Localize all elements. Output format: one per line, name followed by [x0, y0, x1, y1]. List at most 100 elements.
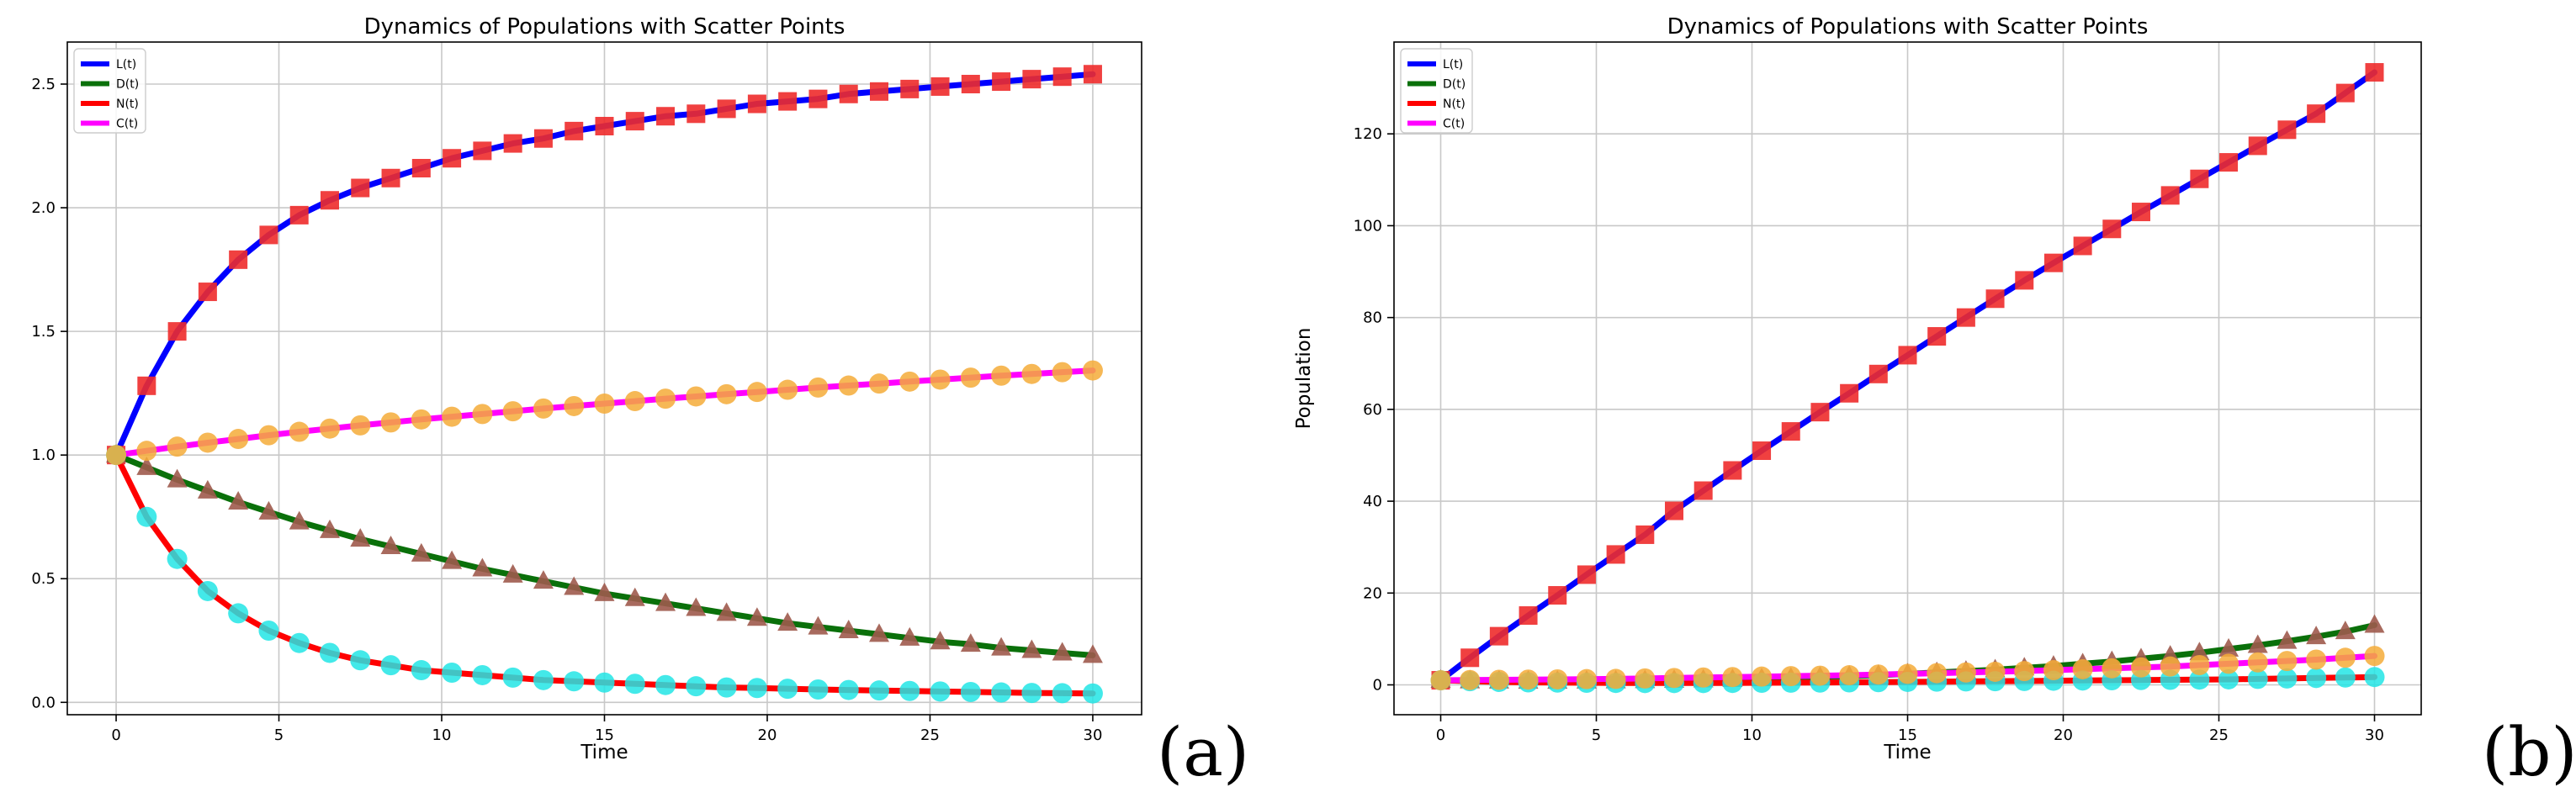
- marker-square: [473, 141, 492, 161]
- marker-square: [1723, 461, 1742, 480]
- marker-circle: [1693, 667, 1714, 688]
- marker-circle: [136, 506, 157, 527]
- marker-circle: [533, 398, 554, 419]
- marker-square: [381, 168, 400, 188]
- marker-circle: [624, 391, 645, 412]
- marker-square: [443, 149, 462, 168]
- legend-label: D(t): [1443, 78, 1466, 92]
- marker-circle: [899, 371, 920, 392]
- marker-square: [229, 250, 248, 269]
- marker-circle: [380, 412, 401, 433]
- marker-square: [1519, 606, 1538, 626]
- marker-circle: [1518, 669, 1539, 690]
- marker-circle: [472, 664, 493, 685]
- marker-square: [1810, 403, 1830, 422]
- x-tick-label: 15: [1898, 726, 1917, 744]
- marker-circle: [1722, 667, 1743, 688]
- marker-square: [1052, 67, 1072, 87]
- marker-square: [198, 283, 217, 302]
- marker-circle: [1955, 662, 1976, 683]
- marker-triangle: [258, 500, 279, 520]
- marker-square: [1927, 327, 1947, 346]
- marker-circle: [1839, 665, 1860, 686]
- legend-label: L(t): [1443, 58, 1463, 71]
- marker-triangle: [136, 456, 157, 475]
- marker-triangle: [686, 597, 707, 616]
- x-tick-label: 5: [1592, 726, 1601, 744]
- y-tick-label: 100: [1354, 217, 1382, 235]
- marker-triangle: [167, 468, 188, 488]
- marker-circle: [960, 681, 981, 702]
- marker-square: [1898, 346, 1917, 365]
- x-axis-label: Time: [1883, 742, 1931, 763]
- marker-circle: [319, 642, 340, 663]
- marker-triangle: [838, 620, 859, 638]
- marker-square: [2219, 153, 2239, 172]
- legend: L(t) D(t) N(t) C(t): [73, 48, 146, 134]
- marker-triangle: [1052, 642, 1073, 661]
- marker-square: [411, 159, 431, 177]
- marker-triangle: [960, 633, 981, 652]
- marker-square: [1752, 441, 1772, 461]
- y-tick-label: 40: [1363, 493, 1382, 510]
- marker-triangle: [442, 550, 463, 569]
- y-tick-label: 0.0: [31, 694, 56, 711]
- marker-triangle: [380, 536, 401, 554]
- marker-circle: [228, 603, 249, 624]
- marker-circle: [746, 678, 767, 699]
- marker-square: [1577, 565, 1596, 584]
- marker-circle: [2306, 649, 2327, 670]
- marker-circle: [624, 674, 645, 695]
- marker-circle: [716, 677, 737, 698]
- marker-square: [930, 77, 950, 96]
- marker-circle: [2218, 668, 2239, 689]
- marker-circle: [2247, 668, 2268, 689]
- marker-square: [503, 134, 522, 153]
- marker-triangle: [624, 587, 645, 606]
- marker-square: [1489, 626, 1508, 646]
- marker-triangle: [2218, 637, 2239, 657]
- marker-square: [2102, 219, 2122, 239]
- marker-circle: [1897, 663, 1918, 684]
- marker-square: [1635, 525, 1655, 544]
- marker-circle: [716, 383, 737, 404]
- marker-square: [533, 129, 553, 148]
- marker-triangle: [899, 626, 920, 646]
- legend-label: C(t): [1443, 118, 1465, 131]
- panel-label: (a): [1157, 713, 1249, 791]
- marker-circle: [1082, 683, 1103, 704]
- marker-circle: [930, 369, 951, 390]
- marker-circle: [564, 395, 585, 416]
- marker-triangle: [350, 528, 371, 547]
- marker-square: [564, 121, 584, 140]
- marker-circle: [1576, 668, 1597, 689]
- marker-square: [259, 225, 278, 245]
- marker-circle: [1868, 664, 1889, 685]
- marker-circle: [442, 663, 463, 683]
- marker-circle: [167, 436, 188, 457]
- marker-circle: [2247, 652, 2268, 673]
- x-tick-label: 30: [2365, 726, 2384, 744]
- marker-circle: [808, 679, 829, 700]
- marker-triangle: [808, 615, 829, 635]
- marker-square: [2043, 253, 2063, 272]
- marker-square: [351, 178, 370, 198]
- x-tick-label: 20: [2054, 726, 2073, 744]
- legend-label: L(t): [116, 58, 136, 71]
- marker-square: [137, 376, 156, 395]
- marker-circle: [838, 679, 859, 700]
- marker-circle: [289, 421, 310, 442]
- marker-circle: [594, 394, 615, 414]
- marker-circle: [808, 377, 829, 398]
- marker-square: [778, 92, 798, 111]
- marker-triangle: [533, 570, 554, 589]
- marker-triangle: [472, 557, 493, 577]
- marker-circle: [899, 680, 920, 701]
- marker-circle: [411, 409, 432, 430]
- marker-square: [686, 104, 706, 124]
- marker-circle: [2072, 658, 2093, 679]
- marker-circle: [2277, 668, 2298, 689]
- marker-circle: [2306, 668, 2327, 689]
- chart-title: Dynamics of Populations with Scatter Poi…: [1667, 14, 2149, 40]
- marker-circle: [289, 632, 310, 653]
